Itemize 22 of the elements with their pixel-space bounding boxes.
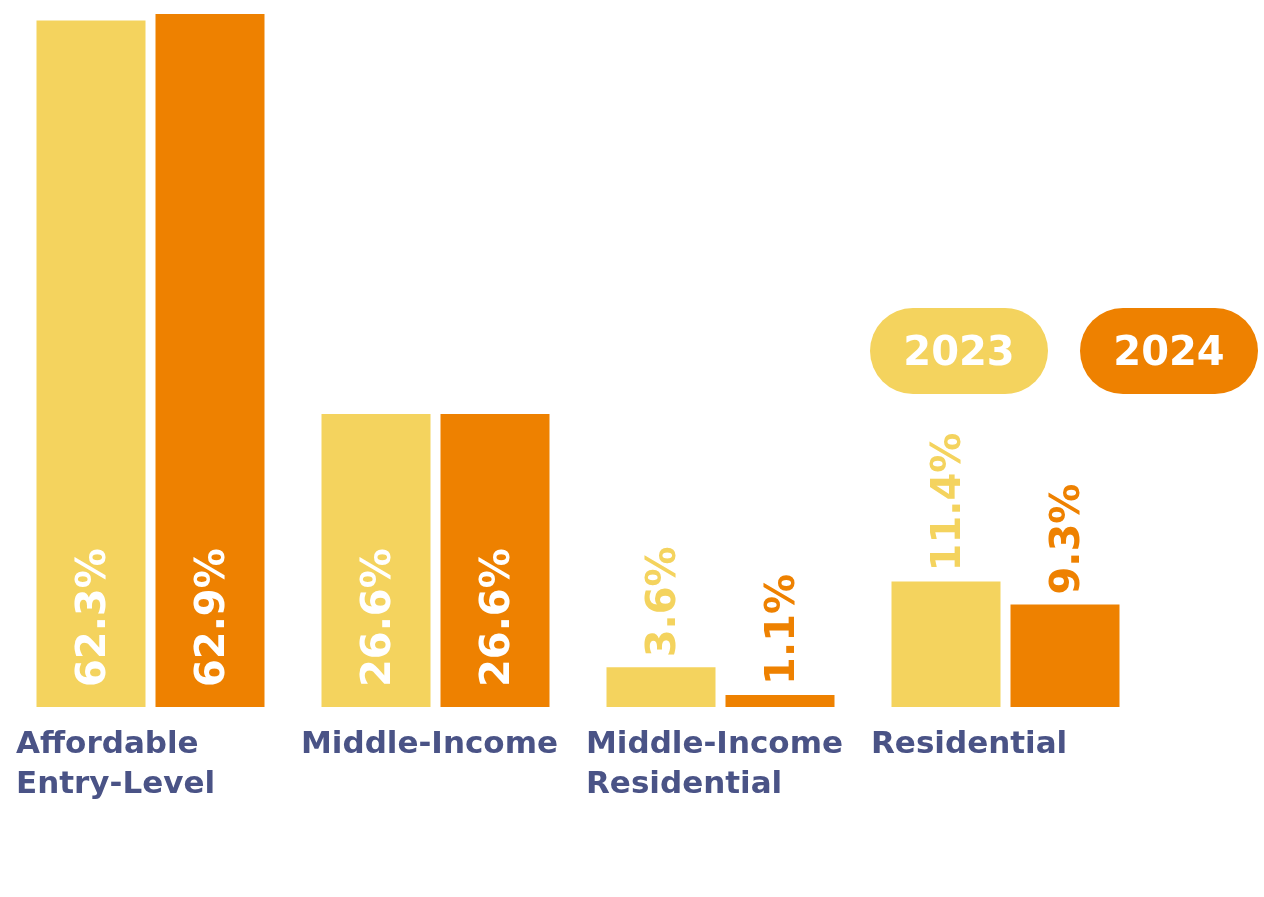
data-label: 11.4%	[923, 432, 970, 572]
bar	[725, 694, 835, 707]
data-label: 26.6%	[472, 548, 519, 687]
x-tick-label: Middle-Income	[301, 724, 558, 760]
x-tick-label: Residential	[871, 724, 1068, 760]
x-tick-label: Middle-Income Residential	[586, 724, 843, 800]
bar	[440, 413, 550, 707]
data-label: 1.1%	[757, 573, 804, 685]
bar	[891, 581, 1001, 707]
data-label: 62.3%	[68, 548, 115, 687]
bar	[1010, 604, 1120, 707]
bar	[36, 20, 146, 707]
data-label: 9.3%	[1042, 483, 1089, 595]
x-tick-label: Affordable Entry-Level	[16, 724, 216, 800]
text: 2023	[870, 308, 1048, 394]
bar	[155, 14, 265, 707]
data-label: 3.6%	[638, 546, 685, 658]
bar	[606, 667, 716, 707]
text: 2024	[1080, 308, 1258, 394]
bar	[321, 413, 431, 707]
data-label: 26.6%	[353, 548, 400, 687]
data-label: 62.9%	[187, 548, 234, 687]
